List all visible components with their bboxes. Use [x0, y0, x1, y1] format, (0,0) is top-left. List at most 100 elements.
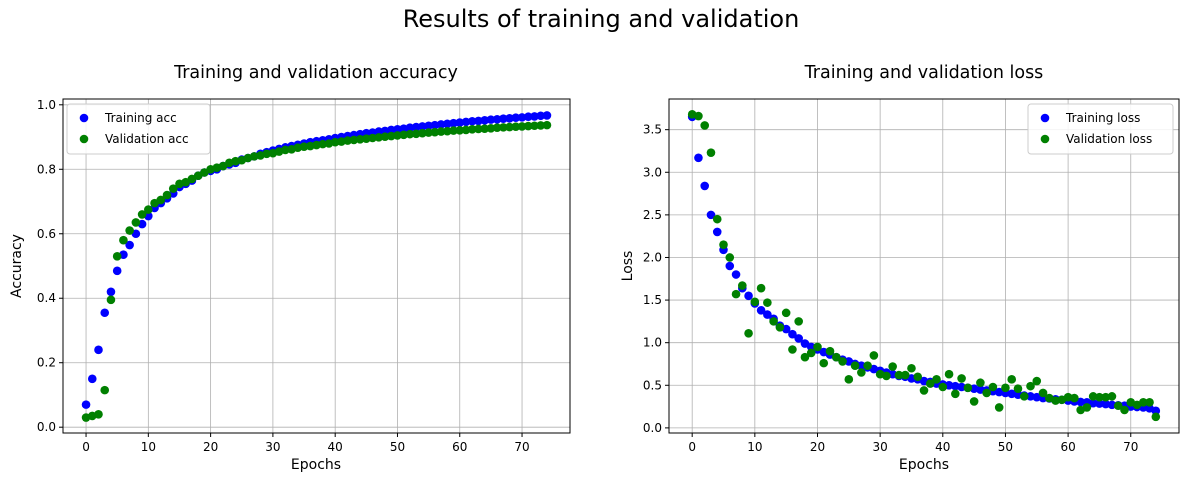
accuracy-y-tick-label: 0.2 — [37, 356, 56, 370]
accuracy-y-tick-label: 0.4 — [37, 291, 56, 305]
accuracy-plot-frame — [62, 98, 571, 434]
accuracy-validation-acc-point — [418, 128, 427, 138]
accuracy-legend: Training acc Validation acc — [66, 103, 211, 155]
loss-validation-loss-point — [850, 361, 860, 370]
loss-validation-loss-point — [712, 214, 722, 224]
accuracy-training-acc-point — [405, 123, 415, 132]
accuracy-grid — [63, 99, 570, 433]
accuracy-validation-acc-point — [499, 123, 508, 132]
loss-validation-loss-point — [1013, 384, 1023, 393]
loss-validation-loss-point — [800, 352, 810, 362]
loss-validation-loss-point — [750, 297, 760, 307]
accuracy-validation-acc-point — [523, 121, 533, 131]
accuracy-validation-acc-point — [536, 121, 546, 130]
loss-training-loss-point — [1026, 392, 1035, 401]
loss-validation-loss-point — [1107, 392, 1117, 401]
accuracy-validation-acc-point — [112, 252, 122, 261]
loss-ticks: 0 10 20 30 40 50 60 70 0.0 0.5 1.0 1.5 2.0 2.5 3.0 3.5 — [643, 123, 1138, 454]
loss-y-tick-label: 3.0 — [643, 165, 662, 179]
loss-validation-loss-point — [994, 403, 1004, 412]
accuracy-x-tick-label: 40 — [328, 440, 343, 454]
accuracy-training-acc-point — [511, 113, 521, 122]
accuracy-validation-acc-point — [442, 126, 452, 136]
accuracy-training-acc-point — [505, 114, 514, 123]
loss-y-tick-label: 1.0 — [643, 336, 662, 350]
loss-validation-loss-point — [863, 361, 872, 370]
accuracy-training-acc-point — [125, 240, 134, 250]
loss-x-tick-label: 30 — [873, 440, 888, 454]
accuracy-x-axis-label: Epochs — [291, 457, 341, 473]
accuracy-training-acc-point — [536, 111, 546, 121]
loss-validation-loss-point — [1032, 376, 1042, 386]
loss-validation-loss-point — [882, 371, 891, 381]
loss-training-loss-point — [1107, 400, 1117, 410]
loss-validation-loss-point — [1120, 405, 1129, 415]
loss-validation-loss-point — [1113, 401, 1123, 411]
loss-validation-loss-point — [1038, 388, 1048, 398]
accuracy-x-tick-label: 70 — [514, 440, 529, 454]
loss-validation-loss-point — [1019, 392, 1029, 401]
loss-y-tick-label: 2.5 — [643, 208, 662, 222]
accuracy-validation-acc-point — [467, 125, 477, 134]
accuracy-training-acc-point — [486, 115, 496, 124]
accuracy-validation-acc-point — [480, 124, 489, 133]
loss-validation-loss-point — [700, 121, 710, 130]
loss-validation-loss-point — [913, 372, 923, 382]
accuracy-validation-acc-point — [505, 122, 514, 132]
loss-validation-loss-point — [775, 323, 785, 332]
loss-training-loss-point — [700, 181, 710, 191]
loss-y-tick-label: 1.5 — [643, 293, 662, 307]
accuracy-validation-acc-point — [511, 122, 521, 132]
accuracy-training-acc-point — [430, 120, 440, 130]
accuracy-training-acc-point — [442, 119, 452, 129]
loss-validation-loss-point — [838, 357, 847, 366]
accuracy-y-tick-label: 0.6 — [37, 227, 56, 241]
loss-validation-loss-point — [794, 317, 803, 326]
accuracy-training-acc-point — [461, 117, 471, 127]
accuracy-chart: Training and validation accuracy 0 10 20 30… — [9, 63, 571, 473]
loss-x-tick-label: 50 — [998, 440, 1013, 454]
loss-x-tick-label: 10 — [747, 440, 762, 454]
loss-training-loss-point — [744, 291, 753, 301]
loss-legend-label-validation-loss: Validation loss — [1066, 132, 1152, 146]
loss-legend-marker-validation-loss — [1040, 134, 1050, 144]
loss-validation-loss-point — [900, 370, 910, 380]
accuracy-validation-acc-point — [144, 205, 153, 214]
loss-x-tick-label: 60 — [1060, 440, 1075, 454]
accuracy-validation-acc-point — [517, 122, 527, 131]
loss-y-tick-label: 0.5 — [643, 378, 662, 392]
accuracy-y-axis-label: Accuracy — [9, 234, 25, 298]
accuracy-validation-acc-point — [449, 126, 458, 135]
accuracy-training-acc-point — [94, 345, 103, 355]
accuracy-validation-acc-point — [492, 123, 502, 132]
accuracy-validation-acc-point — [374, 133, 384, 142]
accuracy-training-acc-point — [393, 125, 402, 134]
loss-validation-loss-point — [932, 375, 941, 384]
loss-training-loss-point — [1032, 392, 1042, 402]
accuracy-validation-acc-point — [281, 145, 290, 155]
loss-validation-loss-point — [988, 382, 998, 392]
loss-validation-loss-point — [1138, 398, 1148, 407]
loss-validation-loss-point — [813, 342, 822, 352]
loss-validation-loss-point — [894, 370, 904, 380]
loss-validation-loss-point — [781, 308, 791, 318]
accuracy-validation-acc-point — [262, 149, 271, 159]
accuracy-training-acc-point — [474, 116, 483, 126]
accuracy-x-tick-label: 30 — [265, 440, 280, 454]
accuracy-validation-acc-point — [405, 129, 415, 139]
accuracy-ticks: 0 10 20 30 40 50 60 70 0.0 0.2 0.4 0.6 0.8 1.0 — [37, 98, 530, 454]
accuracy-training-acc-point — [424, 121, 433, 131]
accuracy-validation-acc-point — [386, 131, 396, 141]
loss-validation-loss-point — [831, 352, 841, 362]
loss-validation-loss-point — [1063, 392, 1073, 402]
loss-chart-title: Training and validation loss — [804, 63, 1044, 83]
loss-legend-box — [1027, 103, 1174, 155]
loss-validation-loss-point — [788, 345, 797, 354]
accuracy-validation-acc-point — [119, 235, 128, 245]
loss-training-loss-point — [712, 227, 722, 237]
loss-validation-loss-point — [844, 375, 854, 384]
accuracy-validation-acc-point — [362, 134, 371, 143]
accuracy-validation-acc-point — [137, 210, 147, 219]
loss-points — [687, 110, 1161, 422]
